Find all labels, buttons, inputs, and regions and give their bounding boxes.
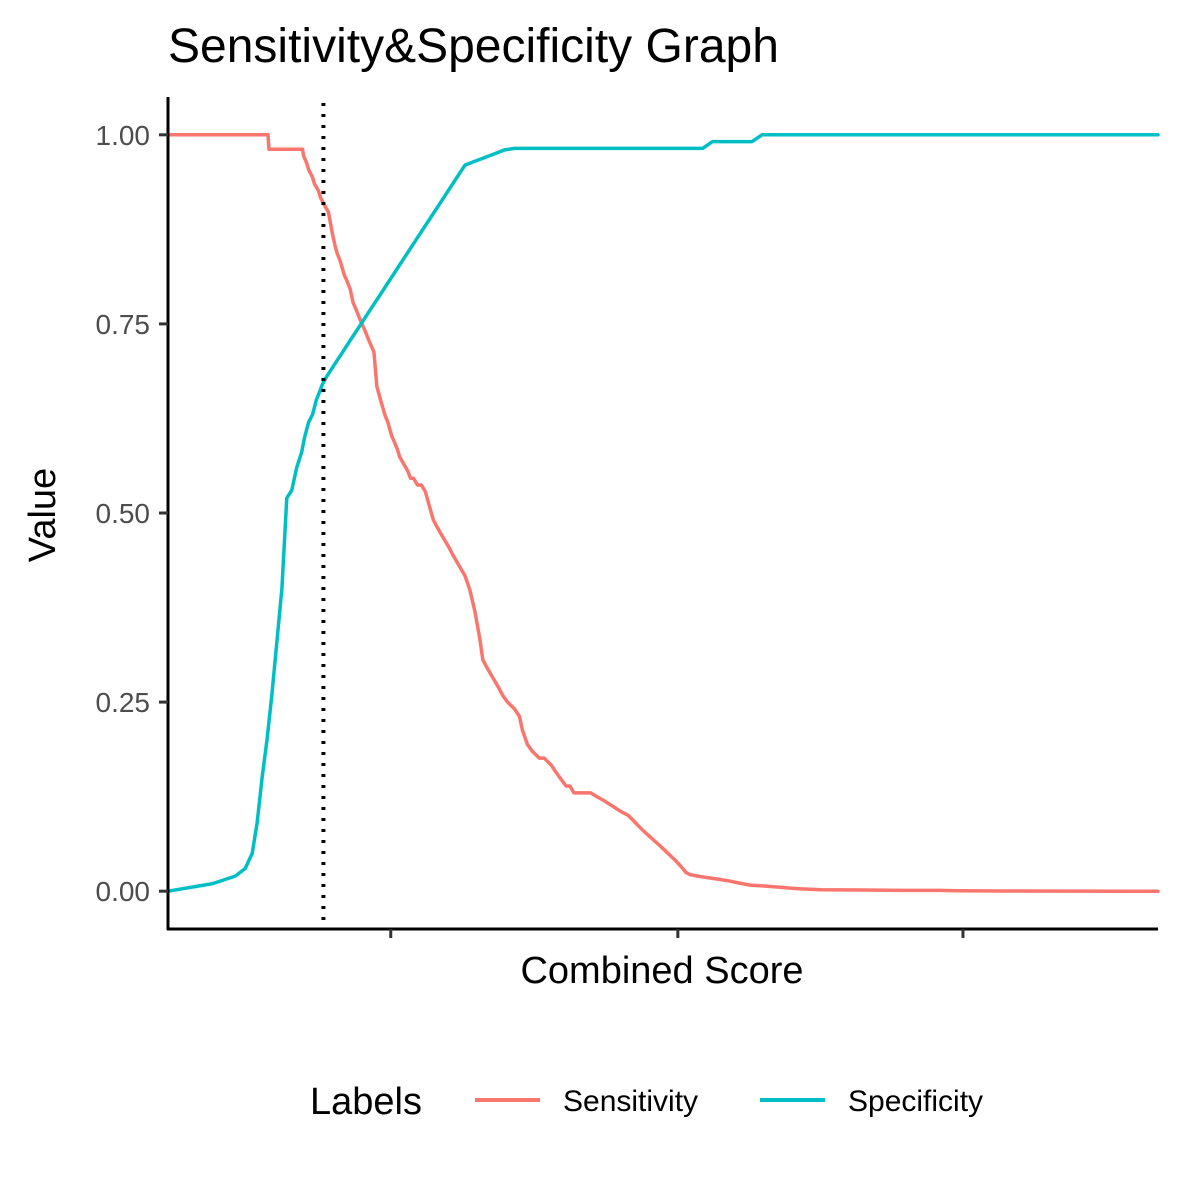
y-tick-label: 0.75 bbox=[96, 309, 151, 340]
y-tick-label: 0.00 bbox=[96, 876, 151, 907]
chart-title: Sensitivity&Specificity Graph bbox=[168, 20, 779, 73]
series-line-specificity bbox=[166, 133, 1160, 893]
y-axis-title: Value bbox=[22, 468, 64, 562]
legend-label-specificity: Specificity bbox=[848, 1085, 983, 1118]
y-tick-label: 1.00 bbox=[96, 120, 151, 151]
series-line-sensitivity bbox=[166, 133, 1160, 893]
legend: Labels Sensitivity Specificity bbox=[310, 1081, 983, 1123]
y-tick-label: 0.25 bbox=[96, 687, 151, 718]
legend-label-sensitivity: Sensitivity bbox=[563, 1085, 698, 1118]
plot-area: 0.00 0.25 0.50 0.75 1.00 bbox=[96, 97, 1160, 938]
y-tick-label: 0.50 bbox=[96, 498, 151, 529]
x-axis-title: Combined Score bbox=[520, 950, 803, 992]
legend-title: Labels bbox=[310, 1081, 422, 1123]
